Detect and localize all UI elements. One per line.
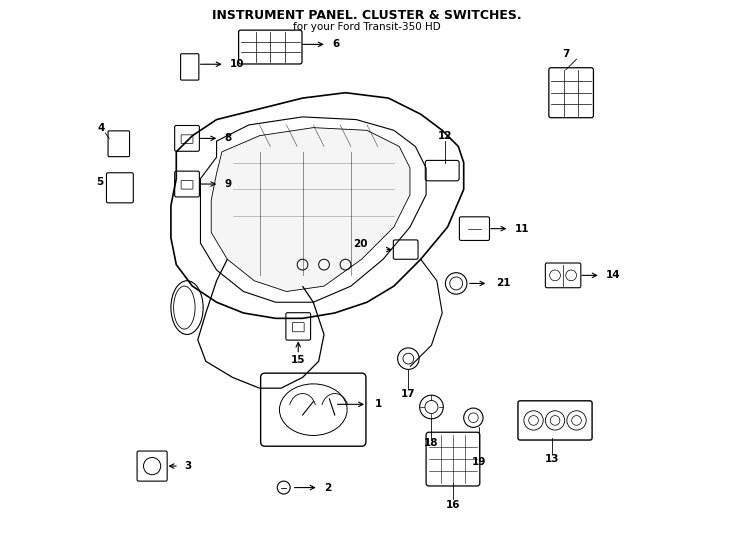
- Text: 15: 15: [291, 355, 305, 365]
- Text: 13: 13: [545, 454, 559, 464]
- Text: 21: 21: [496, 279, 511, 288]
- Text: 7: 7: [562, 49, 570, 59]
- Text: 12: 12: [437, 131, 452, 141]
- Text: 18: 18: [424, 438, 439, 448]
- Text: 9: 9: [225, 179, 232, 189]
- Text: 4: 4: [98, 123, 106, 133]
- Text: 11: 11: [515, 224, 529, 234]
- Text: 19: 19: [471, 457, 486, 467]
- Text: 1: 1: [375, 399, 382, 409]
- Text: 16: 16: [446, 500, 460, 510]
- Text: 8: 8: [225, 133, 232, 144]
- Text: 6: 6: [332, 39, 339, 49]
- Text: 5: 5: [96, 178, 103, 187]
- Text: 20: 20: [354, 239, 368, 249]
- Text: INSTRUMENT PANEL. CLUSTER & SWITCHES.: INSTRUMENT PANEL. CLUSTER & SWITCHES.: [212, 9, 522, 23]
- Text: for your Ford Transit-350 HD: for your Ford Transit-350 HD: [293, 22, 441, 32]
- Text: 2: 2: [324, 483, 331, 492]
- Text: 3: 3: [184, 461, 192, 471]
- Text: 10: 10: [230, 59, 244, 69]
- Text: 14: 14: [606, 271, 621, 280]
- Polygon shape: [211, 127, 410, 292]
- Text: 17: 17: [401, 389, 415, 399]
